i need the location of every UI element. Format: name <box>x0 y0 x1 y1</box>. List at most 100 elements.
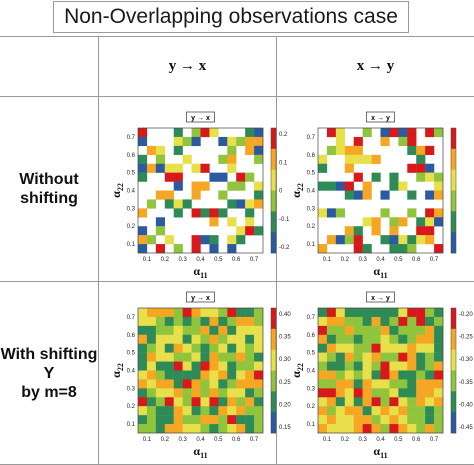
heatmap-cell <box>335 308 345 318</box>
heatmap-cell <box>434 217 444 227</box>
heatmap-cell <box>182 361 192 371</box>
y-axis-label: α22 <box>109 363 125 378</box>
x-tick-label: 0.4 <box>196 257 205 263</box>
heatmap-cell <box>353 415 363 425</box>
heatmap-cell <box>236 325 246 335</box>
heatmap-cell <box>398 361 408 371</box>
heatmap-cell <box>407 406 417 416</box>
heatmap-cell <box>416 343 426 353</box>
x-tick-label: 0.5 <box>394 257 403 263</box>
heatmap-cell <box>362 244 372 254</box>
heatmap-frame <box>137 127 264 254</box>
heatmap-cell <box>398 388 408 398</box>
x-tick-label: 0.1 <box>143 257 152 263</box>
heatmap-cell <box>138 316 148 327</box>
heatmap-cell <box>209 424 219 434</box>
heatmap-cell <box>191 308 201 318</box>
heatmap-cell <box>335 145 345 155</box>
x-tick-label: 0.4 <box>376 257 385 263</box>
colorbar-tick-label: 0.40 <box>279 312 291 318</box>
heatmap-cell <box>398 181 408 191</box>
heatmap-cell <box>146 199 157 209</box>
heatmap-cell <box>380 406 390 416</box>
heatmap-cell <box>425 316 435 327</box>
heatmap-cell <box>254 136 264 147</box>
x-tick-label: 0.7 <box>250 257 259 263</box>
heatmap-cell <box>245 128 255 138</box>
heatmap-cell <box>353 424 363 434</box>
heatmap-cell <box>318 181 328 191</box>
heatmap-cell <box>191 361 201 371</box>
heatmap-cell <box>155 154 165 164</box>
heatmap-cell <box>389 325 399 335</box>
heatmap-cell <box>362 325 372 335</box>
heatmap-cell <box>353 190 363 200</box>
heatmap-cell <box>344 424 354 434</box>
heatmap-cell <box>326 308 337 318</box>
heatmap-cell <box>227 235 237 245</box>
heatmap-cell <box>164 370 174 380</box>
x-tick-label: 0.2 <box>341 437 350 443</box>
heatmap-cell <box>389 172 399 182</box>
heatmap-cell <box>209 235 219 245</box>
heatmap-cell <box>398 217 408 227</box>
colorbar-tick-label: -0.25 <box>459 335 473 341</box>
heatmap-cell <box>371 370 381 380</box>
heatmap-cell <box>398 343 408 353</box>
row-label-without-shifting: Without shifting <box>0 97 98 281</box>
heatmap-cell <box>335 128 345 138</box>
heatmap-cell <box>236 199 246 209</box>
heatmap-cell <box>138 128 148 138</box>
x-tick-label: 0.4 <box>376 437 385 443</box>
heatmap-cell <box>236 361 246 371</box>
heatmap-cell <box>182 199 192 209</box>
heatmap-cell <box>182 352 192 362</box>
heatmap-cell <box>407 136 417 147</box>
heatmap-cell <box>425 172 435 182</box>
heatmap-cell <box>254 415 264 425</box>
heatmap-cell <box>326 415 337 425</box>
heatmap-panel-bottom-left: y → x 0.1 0.1 0.2 0.2 0.3 0.3 0.4 0.4 0.5 0.5 0.6 0.… <box>108 290 291 465</box>
heatmap-cell <box>155 226 165 236</box>
heatmap-cell <box>245 334 255 344</box>
heatmap-cell <box>344 181 354 191</box>
x-tick-label: 0.6 <box>412 437 421 443</box>
heatmap-cell <box>434 128 444 138</box>
heatmap-cell <box>218 379 228 389</box>
y-tick-label: 0.5 <box>127 171 136 177</box>
heatmap-cell <box>353 379 363 389</box>
heatmap-cell <box>227 163 237 173</box>
grid-line-middle <box>0 281 474 282</box>
heatmap-cell <box>182 154 192 164</box>
heatmap-cell <box>389 424 399 434</box>
x-tick-label: 0.7 <box>250 437 259 443</box>
heatmap-cell <box>191 397 201 407</box>
heatmap-cell <box>362 406 372 416</box>
heatmap-cell <box>318 415 328 425</box>
heatmap-cell <box>318 154 328 164</box>
heatmap-cell <box>155 388 165 398</box>
heatmap-cell <box>146 163 157 173</box>
heatmap-cell <box>209 379 219 389</box>
heatmap-cell <box>138 397 148 407</box>
heatmap-cell <box>416 388 426 398</box>
heatmap-cell <box>434 361 444 371</box>
heatmap-cell <box>326 325 337 335</box>
colorbar-segment <box>451 349 456 371</box>
heatmap-cell <box>326 370 337 380</box>
heatmap-cell <box>209 397 219 407</box>
heatmap-cell <box>218 154 228 164</box>
heatmap-cell <box>425 190 435 200</box>
heatmap-cell <box>236 370 246 380</box>
heatmap-cell <box>407 415 417 425</box>
heatmap-cell <box>164 334 174 344</box>
column-header-y-to-x: y → x <box>99 38 276 94</box>
heatmap-cell <box>425 424 435 434</box>
heatmap-cell <box>138 388 148 398</box>
heatmap-cell <box>173 172 183 182</box>
heatmap-cell <box>353 226 363 236</box>
y-tick-label: 0.6 <box>307 333 316 339</box>
y-tick-label: 0.7 <box>307 315 316 321</box>
heatmap-cell <box>209 208 219 218</box>
heatmap-cell <box>318 361 328 371</box>
